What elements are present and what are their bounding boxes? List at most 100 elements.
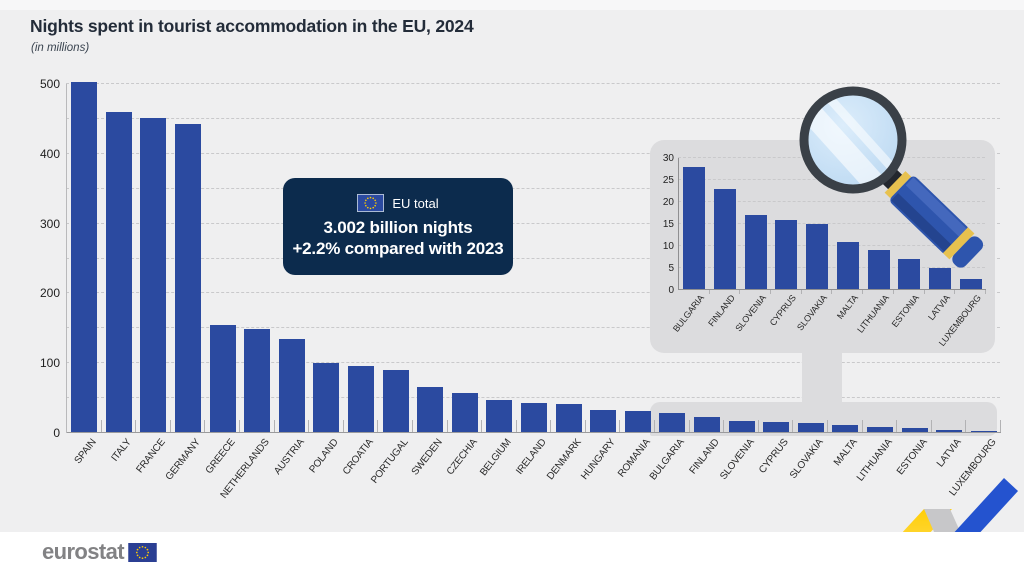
bar-slot: SWEDEN <box>410 84 448 477</box>
bar-portugal <box>382 370 409 433</box>
bar-slot: LITHUANIA <box>855 84 898 484</box>
gridline <box>66 117 1000 119</box>
inset-chart-y-axis: 0 5 10 15 20 25 30 <box>650 153 674 296</box>
x-axis-tick <box>739 290 741 294</box>
y-axis-label: 0 <box>668 285 674 296</box>
bar-slot: MALTA <box>833 158 864 321</box>
gridline <box>66 222 1000 224</box>
bar-finland <box>714 188 737 290</box>
gridline <box>678 201 985 202</box>
bar-latvia <box>928 268 951 290</box>
bar-luxembourg <box>959 279 982 290</box>
eu-total-label: EU total <box>392 195 439 211</box>
y-axis-label: 15 <box>662 219 674 230</box>
bar-spain <box>71 81 98 433</box>
gridline <box>66 292 1000 294</box>
x-axis-tick <box>984 290 986 294</box>
eu-total-value: 3.002 billion nights <box>323 218 473 237</box>
y-axis-label: 5 <box>668 263 674 274</box>
bar-finland <box>693 416 720 433</box>
bar-slot: CYPRUS <box>757 84 794 476</box>
main-bar-chart: SPAIN ITALY FRANCE GERMANY GREECE NETHERLANDS… <box>66 81 1001 501</box>
x-axis-tick <box>204 420 206 433</box>
x-axis-tick <box>411 420 413 433</box>
x-axis-tick <box>238 420 240 433</box>
x-axis-tick <box>861 420 863 433</box>
bar-slot: BULGARIA <box>648 84 690 482</box>
bar-slot: HUNGARY <box>579 84 621 482</box>
eurostat-logo-text: eurostat <box>42 539 125 564</box>
x-axis-tick <box>757 420 759 433</box>
gridline <box>66 187 1000 189</box>
bar-slot: CROATIA <box>341 84 379 477</box>
bar-slot: LUXEMBOURG <box>936 158 986 348</box>
bar-france <box>140 117 167 433</box>
x-axis-tick <box>584 420 586 433</box>
x-axis-tick <box>930 420 932 433</box>
y-axis-label: 30 <box>662 153 674 164</box>
inset-chart-plot: BULGARIA FINLAND SLOVENIA CYPRUS SLOVAKIA MAL… <box>671 158 986 348</box>
bar-slot: SLOVAKIA <box>795 158 833 332</box>
bar-slot: POLAND <box>308 84 344 475</box>
gridline <box>678 245 985 246</box>
bar-slovenia <box>728 421 755 433</box>
bar-slot: AUSTRIA <box>272 84 310 477</box>
bar-malta <box>836 241 859 290</box>
x-axis-tick <box>896 420 898 433</box>
magnifier-icon <box>791 82 984 268</box>
x-axis-tick <box>892 290 894 294</box>
bar-slot: NETHERLANDS <box>219 84 275 501</box>
bar-slot: GREECE <box>203 84 240 476</box>
bar-slot: ESTONIA <box>890 158 925 329</box>
bar-slot: FINLAND <box>687 84 725 476</box>
x-axis-tick <box>770 290 772 294</box>
bar-bulgaria <box>683 166 706 290</box>
x-axis-tick <box>100 420 102 433</box>
x-axis-tick <box>831 290 833 294</box>
eu-flag-icon <box>357 194 385 212</box>
bar-slot: ROMANIA <box>616 84 656 479</box>
bar-greece <box>209 324 236 433</box>
bar-slot: IRELAND <box>514 84 552 477</box>
top-strip <box>0 0 1024 10</box>
eu-total-callout: EU total 3.002 billion nights +2.2% comp… <box>283 178 513 275</box>
bar-czechia <box>451 392 478 433</box>
x-axis-tick <box>965 420 967 433</box>
bar-malta <box>832 425 859 433</box>
y-axis-label: 200 <box>39 286 60 301</box>
bar-slovenia <box>744 215 767 290</box>
bar-slot: CYPRUS <box>768 158 802 328</box>
bar-belgium <box>486 400 513 433</box>
y-axis-label: 300 <box>39 216 60 231</box>
bar-slot: CZECHIA <box>445 84 483 477</box>
x-axis-tick <box>342 420 344 433</box>
y-axis-label: 10 <box>662 241 674 252</box>
bar-cyprus <box>775 219 798 290</box>
bar-slot: PORTUGAL <box>369 84 413 486</box>
bar-slot: DENMARK <box>545 84 586 482</box>
x-axis-tick <box>377 420 379 433</box>
x-axis-tick <box>723 420 725 433</box>
main-chart-gridlines <box>66 83 1000 433</box>
bar-cyprus <box>763 421 790 433</box>
bar-poland <box>313 363 340 433</box>
x-axis-tick <box>135 420 137 433</box>
gridline <box>66 362 1000 364</box>
footer: eurostat <box>0 532 1024 576</box>
y-axis-label: 100 <box>39 356 60 371</box>
bar-slot: FRANCE <box>135 84 171 475</box>
gridline <box>66 152 1000 154</box>
x-axis-tick <box>654 420 656 433</box>
x-axis-tick <box>688 420 690 433</box>
eu-total-change: +2.2% compared with 2023 <box>292 239 504 258</box>
bar-croatia <box>348 366 375 433</box>
x-axis-tick <box>619 420 621 433</box>
bar-slot: MALTA <box>828 84 863 468</box>
bar-estonia <box>898 259 921 290</box>
bar-latvia <box>936 429 963 433</box>
x-axis-tick <box>446 420 448 433</box>
x-axis-tick <box>273 420 275 433</box>
bar-lithuania <box>866 426 893 433</box>
bar-ireland <box>520 403 547 433</box>
